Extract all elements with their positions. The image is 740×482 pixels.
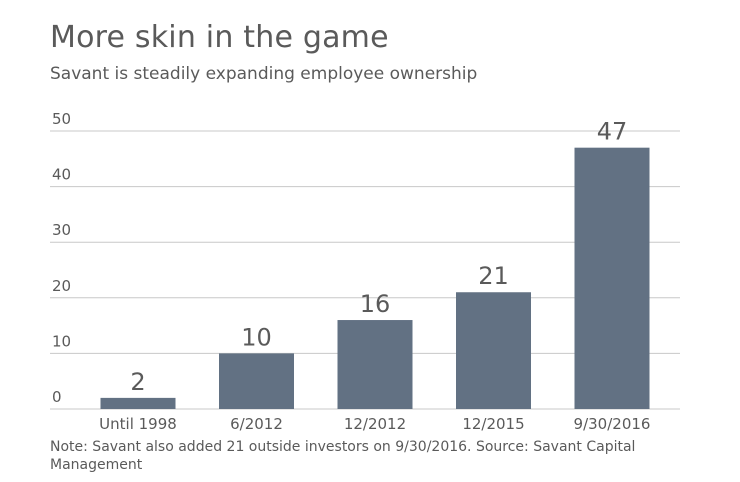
- data-label: 10: [241, 323, 272, 351]
- y-tick-label: 30: [52, 221, 71, 239]
- chart-note: Note: Savant also added 21 outside inves…: [50, 439, 636, 473]
- y-tick-label: 20: [52, 277, 71, 295]
- x-tick-label: 6/2012: [230, 415, 283, 433]
- chart-title: More skin in the game: [50, 20, 389, 55]
- data-label: 16: [360, 290, 391, 318]
- bar: [574, 147, 650, 409]
- y-tick-label: 50: [52, 110, 71, 128]
- data-label: 2: [130, 368, 145, 396]
- bar: [337, 320, 413, 409]
- y-tick-label: 10: [52, 332, 71, 350]
- bar: [219, 353, 294, 409]
- data-label: 21: [478, 262, 509, 290]
- bar: [456, 292, 531, 409]
- x-tick-label: 12/2012: [344, 415, 406, 433]
- y-tick-label: 40: [52, 166, 71, 184]
- x-tick-label: 9/30/2016: [574, 415, 651, 433]
- bar: [100, 397, 176, 409]
- x-tick-label: Until 1998: [99, 415, 177, 433]
- y-tick-label: 0: [52, 388, 62, 406]
- chart-subtitle: Savant is steadily expanding employee ow…: [50, 64, 478, 84]
- data-label: 47: [597, 118, 628, 146]
- bar-chart: 0 10 20 30 40 50 2 Until 1998 10 6/2012 16 12/2012 2…: [50, 110, 680, 433]
- x-tick-label: 12/2015: [462, 415, 524, 433]
